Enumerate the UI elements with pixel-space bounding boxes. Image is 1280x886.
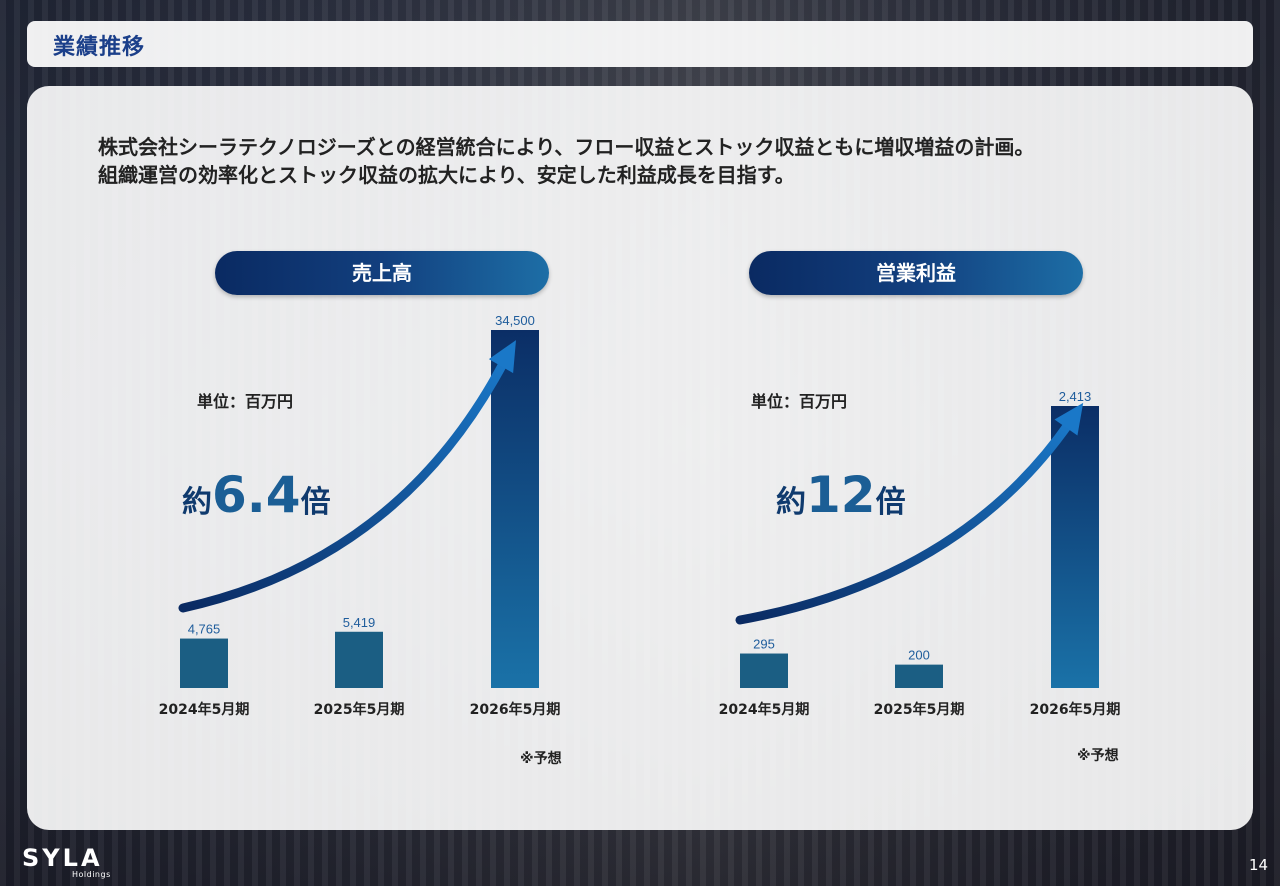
growth-multiplier: 約6.4倍 — [182, 466, 331, 524]
unit-label: 単位：百万円 — [197, 392, 293, 411]
category-label: 2025年5月期 — [314, 701, 405, 718]
bar-value-label: 200 — [908, 648, 930, 663]
category-label: 2026年5月期 — [470, 701, 561, 718]
forecast-note: ※予想 — [1077, 747, 1119, 764]
content-panel: 株式会社シーラテクノロジーズとの経営統合により、フロー収益とストック収益ともに増… — [27, 86, 1253, 830]
bar-value-label: 295 — [753, 637, 775, 652]
page-number: 14 — [1249, 856, 1269, 874]
growth-multiplier: 約12倍 — [776, 466, 906, 524]
category-label: 2024年5月期 — [719, 701, 810, 718]
intro-text: 株式会社シーラテクノロジーズとの経営統合により、フロー収益とストック収益ともに増… — [98, 133, 1198, 189]
logo-subtext: Holdings — [72, 870, 111, 879]
growth-arrow — [735, 417, 1075, 625]
intro-line-1: 株式会社シーラテクノロジーズとの経営統合により、フロー収益とストック収益ともに増… — [98, 135, 1035, 159]
bar-value-label: 34,500 — [495, 313, 535, 328]
bar-2 — [335, 631, 383, 688]
growth-arrow — [178, 355, 510, 613]
syla-logo: SYLA Holdings — [22, 844, 110, 879]
bar-value-label: 4,765 — [188, 622, 221, 637]
operating-profit-chart: 295 2024年5月期 200 2025年5月期 2,413 2026年5月期 単位：百万… — [719, 389, 1121, 764]
bar-3 — [1051, 406, 1099, 688]
category-label: 2026年5月期 — [1030, 701, 1121, 718]
bar-2 — [895, 664, 943, 688]
chart-title-operating-profit: 営業利益 — [749, 251, 1083, 295]
category-label: 2024年5月期 — [159, 701, 250, 718]
intro-line-2: 組織運営の効率化とストック収益の拡大により、安定した利益成長を目指す。 — [98, 163, 795, 187]
bar-value-label: 5,419 — [343, 615, 376, 630]
forecast-note: ※予想 — [520, 750, 562, 767]
bar-3 — [491, 330, 539, 688]
page-title: 業績推移 — [53, 35, 146, 60]
category-label: 2025年5月期 — [874, 701, 965, 718]
chart-title-sales: 売上高 — [215, 251, 549, 295]
bar-1 — [180, 638, 228, 688]
unit-label: 単位：百万円 — [751, 392, 847, 411]
logo-text: SYLA — [22, 844, 103, 872]
growth-arrow-head — [1054, 402, 1084, 436]
bar-value-label: 2,413 — [1059, 389, 1092, 404]
growth-arrow-head — [488, 340, 516, 374]
bar-1 — [740, 653, 788, 688]
header-bar: 業績推移 — [27, 21, 1253, 67]
sales-chart: 4,765 2024年5月期 5,419 2025年5月期 34,500 2026年5月期… — [159, 313, 562, 767]
